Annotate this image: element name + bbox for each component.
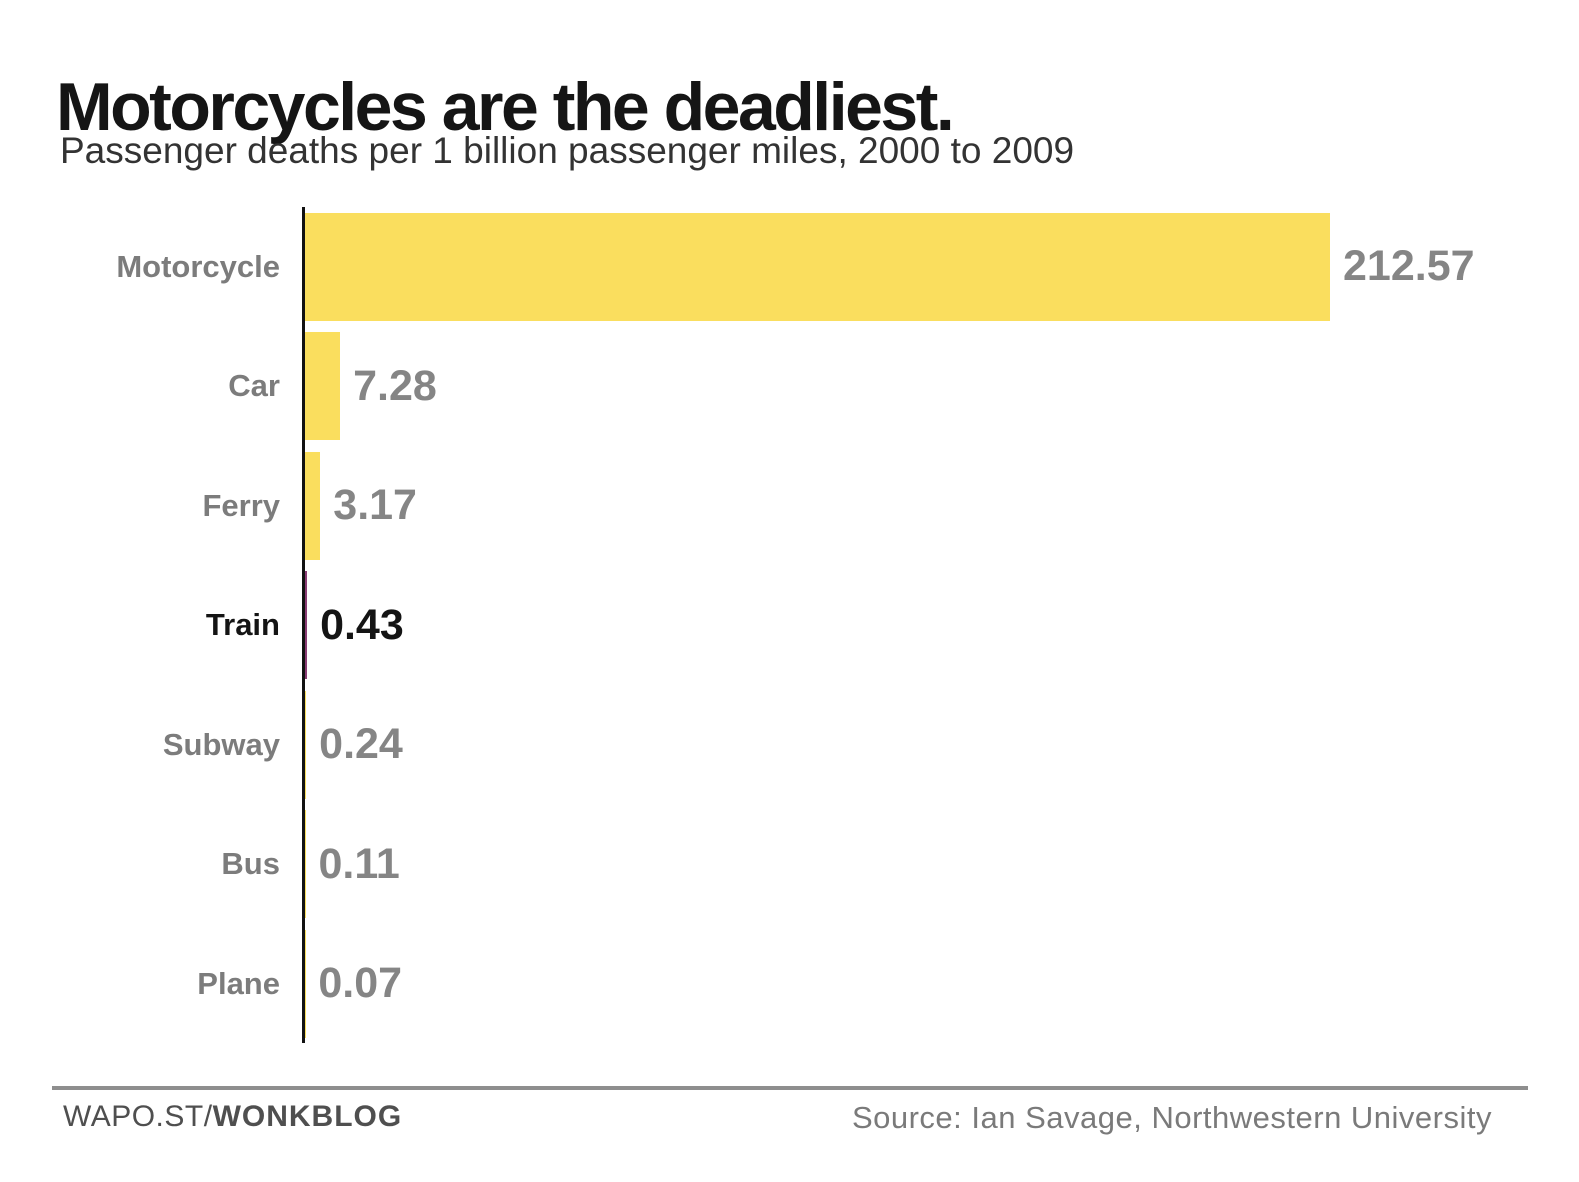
bar [305,571,308,680]
bar-area: 0.24 [305,685,403,805]
bar [305,810,306,919]
footer-brand-bold: WONKBLOG [212,1100,403,1133]
category-label: Plane [197,965,280,1001]
category-label: Bus [221,846,280,882]
category-label: Motorcycle [116,248,280,284]
y-axis-line [302,207,305,1043]
bar [305,451,321,560]
value-label: 0.07 [318,959,403,1008]
bar [305,212,1330,321]
chart-row-plane: Plane 0.07 [0,924,1579,1044]
bar [305,332,341,441]
chart-row-car: Car 7.28 [0,327,1579,447]
value-label: 0.24 [319,720,403,769]
chart-row-train: Train 0.43 [0,566,1579,686]
category-label: Train [205,607,280,643]
value-label: 0.11 [318,839,400,888]
category-label: Ferry [202,487,280,523]
bar-area: 0.11 [305,805,400,925]
value-label: 7.28 [353,361,437,410]
chart-row-ferry: Ferry 3.17 [0,446,1579,566]
chart-subtitle: Passenger deaths per 1 billion passenger… [60,130,1075,171]
footer-brand: WAPO.ST/WONKBLOG [63,1100,402,1134]
bar-area: 7.28 [305,327,437,447]
chart-row-subway: Subway 0.24 [0,685,1579,805]
bar-area: 212.57 [305,207,1475,327]
bar-area: 3.17 [305,446,417,566]
bar-rows: Motorcycle 212.57 Car 7.28 Ferry 3.17 Train 0.4… [0,207,1579,1044]
bar-area: 0.07 [305,924,402,1044]
footer-divider [52,1086,1528,1090]
bar [305,690,307,799]
chart-row-bus: Bus 0.11 [0,805,1579,925]
footer-source: Source: Ian Savage, Northwestern Univers… [851,1100,1492,1135]
bar-area: 0.43 [305,566,404,686]
bar-chart: Motorcycle 212.57 Car 7.28 Ferry 3.17 Train 0.4… [0,207,1579,1047]
category-label: Subway [162,726,280,762]
chart-title: Motorcycles are the deadliest. [56,68,955,145]
category-label: Car [228,368,280,404]
footer-brand-prefix: WAPO.ST/ [63,1100,213,1133]
chart-row-motorcycle: Motorcycle 212.57 [0,207,1579,327]
value-label: 3.17 [333,481,417,530]
value-label: 212.57 [1343,242,1475,291]
value-label: 0.43 [320,600,404,649]
